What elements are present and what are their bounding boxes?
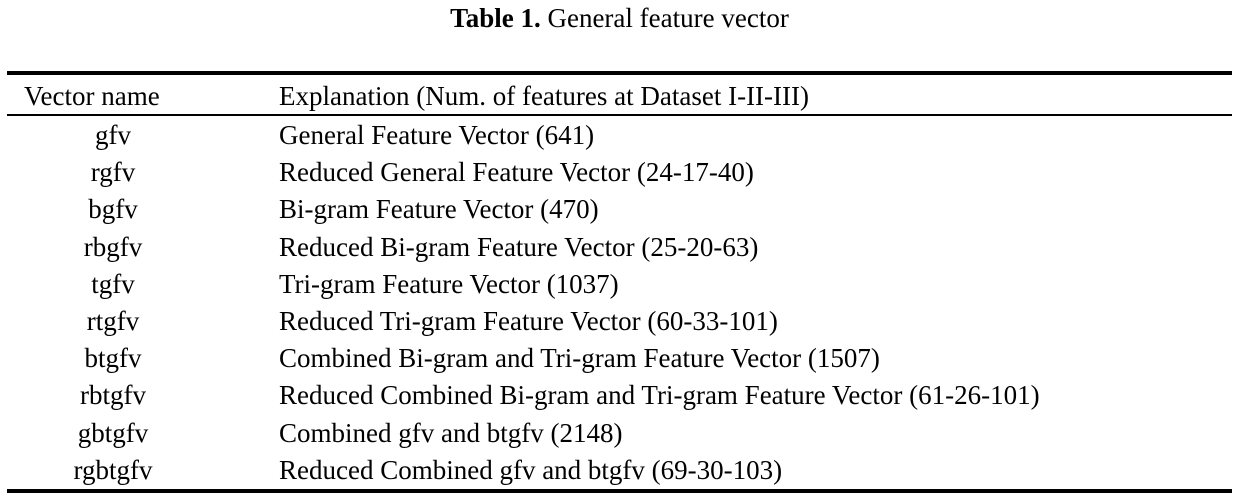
vector-name-cell: gbtgfv [77,417,149,448]
header-explanation: Explanation (Num. of features at Dataset… [279,81,810,111]
vector-name-cell: rgfv [90,157,136,188]
explanation-cell: Reduced Bi-gram Feature Vector (25-20-63… [279,231,759,262]
table-body: gfv General Feature Vector (641) rgfv Re… [0,117,1239,489]
table-row: rbtgfv Reduced Combined Bi-gram and Tri-… [0,377,1239,414]
table-row: gfv General Feature Vector (641) [0,117,1239,154]
explanation-cell: Combined Bi-gram and Tri-gram Feature Ve… [279,343,880,374]
table-row: tgfv Tri-gram Feature Vector (1037) [0,266,1239,303]
explanation-cell: Tri-gram Feature Vector (1037) [279,268,619,299]
table-row: btgfv Combined Bi-gram and Tri-gram Feat… [0,340,1239,377]
table-caption: Table 1. General feature vector [0,2,1239,34]
table-bottom-rule [7,489,1232,493]
table-row: rtgfv Reduced Tri-gram Feature Vector (6… [0,303,1239,340]
explanation-cell: Reduced General Feature Vector (24-17-40… [279,157,754,188]
table-row: rgfv Reduced General Feature Vector (24-… [0,154,1239,191]
table-header-row: Vector name Explanation (Num. of feature… [0,79,1239,113]
explanation-cell: Reduced Combined gfv and btgfv (69-30-10… [279,454,783,485]
vector-name-cell: btgfv [84,343,142,374]
vector-name-cell: gfv [95,120,131,150]
table-top-rule [7,71,1232,75]
explanation-cell: Reduced Combined Bi-gram and Tri-gram Fe… [279,380,1040,411]
table-row: bgfv Bi-gram Feature Vector (470) [0,191,1239,228]
explanation-cell: Combined gfv and btgfv (2148) [279,417,623,448]
caption-label: Table 1. [450,3,541,33]
vector-name-cell: rtgfv [86,305,140,336]
vector-name-cell: bgfv [88,194,138,225]
table-row: rgbtgfv Reduced Combined gfv and btgfv (… [0,452,1239,489]
table-row: rbgfv Reduced Bi-gram Feature Vector (25… [0,229,1239,266]
table-row: gbtgfv Combined gfv and btgfv (2148) [0,415,1239,452]
vector-name-cell: tgfv [91,268,135,299]
header-vector-name: Vector name [24,81,160,111]
vector-name-cell: rgbtgfv [73,454,153,485]
caption-title: General feature vector [547,3,789,33]
vector-name-cell: rbgfv [83,231,143,262]
explanation-cell: Bi-gram Feature Vector (470) [279,194,599,225]
vector-name-cell: rbtgfv [80,380,146,411]
explanation-cell: General Feature Vector (641) [279,120,595,150]
table-header-rule [7,114,1232,116]
explanation-cell: Reduced Tri-gram Feature Vector (60-33-1… [279,305,778,336]
